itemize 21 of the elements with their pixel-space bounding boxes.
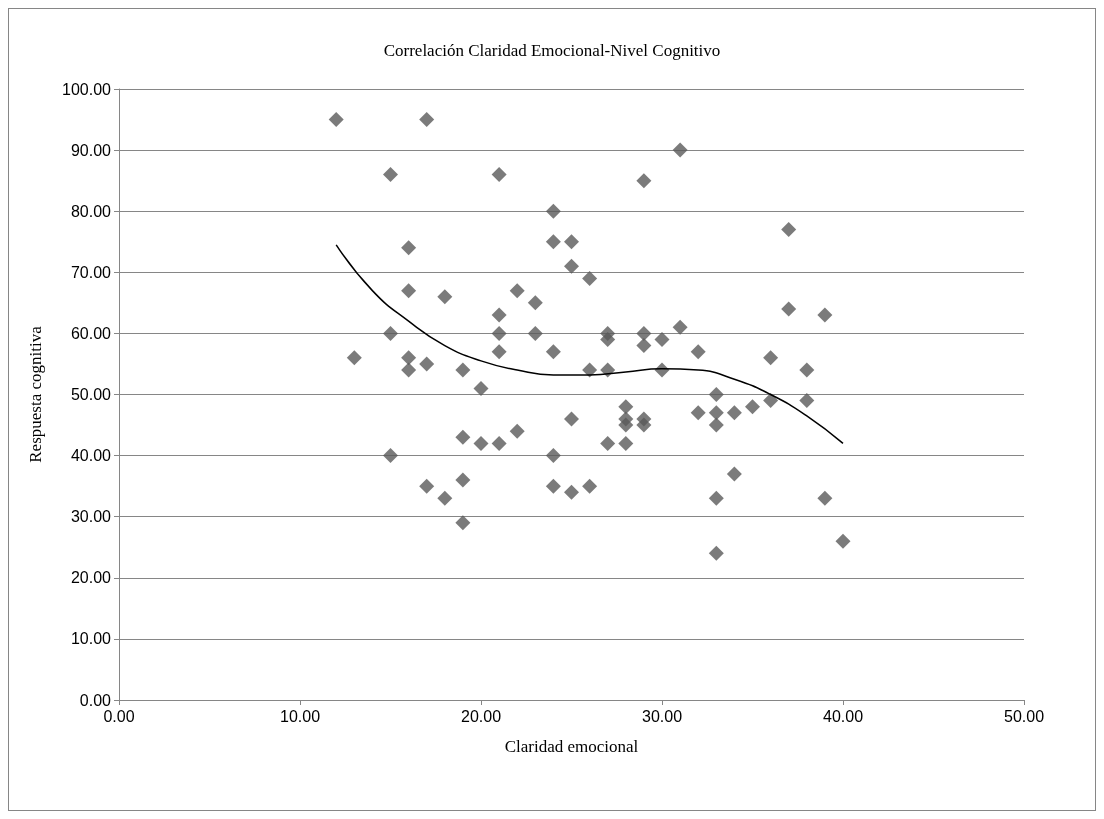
y-tick-label: 10.00 — [70, 630, 112, 648]
x-tick-label: 0.00 — [103, 707, 135, 725]
y-tick-label: 50.00 — [70, 386, 112, 403]
chart-title: Correlación Claridad Emocional-Nivel Cognitivo — [383, 41, 721, 60]
x-tick-label: 30.00 — [641, 707, 683, 725]
line-series — [335, 244, 844, 445]
x-axis-title: Claridad emocional — [504, 737, 639, 756]
y-tick-label: 40.00 — [70, 447, 112, 465]
x-tick-label: 50.00 — [1003, 707, 1045, 725]
y-tick-label: 20.00 — [70, 569, 112, 587]
y-tick-label: 60.00 — [70, 324, 112, 342]
y-tick-label: 90.00 — [70, 141, 112, 159]
y-tick-label: 80.00 — [70, 202, 112, 220]
x-tick-label: 40.00 — [822, 707, 864, 725]
y-tick-label: 100.00 — [62, 80, 112, 98]
y-axis-title: Respuesta cognitiva — [26, 325, 45, 463]
x-tick-label: 20.00 — [460, 707, 502, 725]
x-tick-label: 10.00 — [279, 707, 321, 725]
y-tick-label: 0.00 — [79, 691, 112, 709]
y-tick-label: 30.00 — [70, 508, 112, 526]
y-tick-label: 70.00 — [70, 263, 112, 281]
